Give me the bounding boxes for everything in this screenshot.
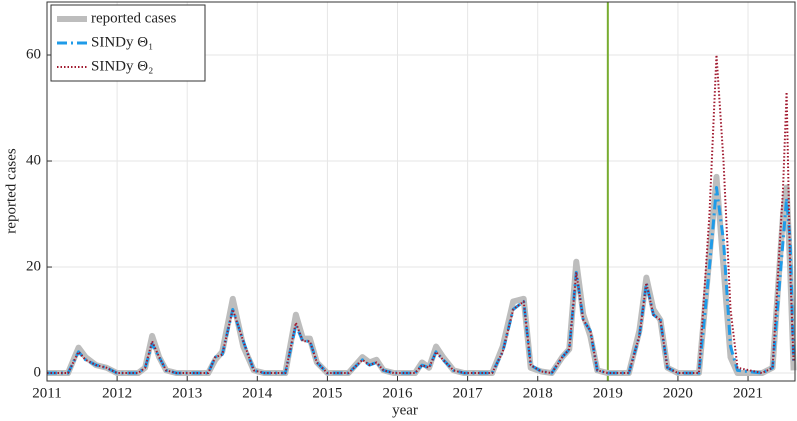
legend-label: SINDy Θ₁ xyxy=(91,34,153,50)
data-line xyxy=(47,186,796,375)
y-axis-label: reported cases xyxy=(3,148,19,234)
legend: reported cases SINDy Θ₁ SINDy Θ₂ xyxy=(50,4,206,82)
x-tick-label: 2013 xyxy=(172,385,202,401)
data-line xyxy=(47,54,795,375)
x-tick-label: 2019 xyxy=(593,385,623,401)
y-tick-label: 0 xyxy=(34,364,42,380)
y-tick-label: 60 xyxy=(26,46,41,62)
x-tick-label: 2020 xyxy=(663,385,693,401)
x-axis-label: year xyxy=(392,402,418,418)
x-tick-label: 2015 xyxy=(312,385,342,401)
data-line xyxy=(47,173,797,377)
legend-label: SINDy Θ₂ xyxy=(91,58,153,74)
y-tick-label: 40 xyxy=(26,152,41,168)
legend-label: reported cases xyxy=(91,10,177,26)
x-tick-label: 2014 xyxy=(242,385,273,401)
x-tick-label: 2017 xyxy=(453,385,484,401)
x-tick-label: 2012 xyxy=(102,385,132,401)
x-tick-label: 2018 xyxy=(523,385,553,401)
x-tick-label: 2011 xyxy=(32,385,61,401)
plot-frame xyxy=(46,1,796,382)
x-tick-label: 2021 xyxy=(733,385,763,401)
x-tick-label: 2016 xyxy=(383,385,414,401)
y-tick-label: 20 xyxy=(26,258,41,274)
